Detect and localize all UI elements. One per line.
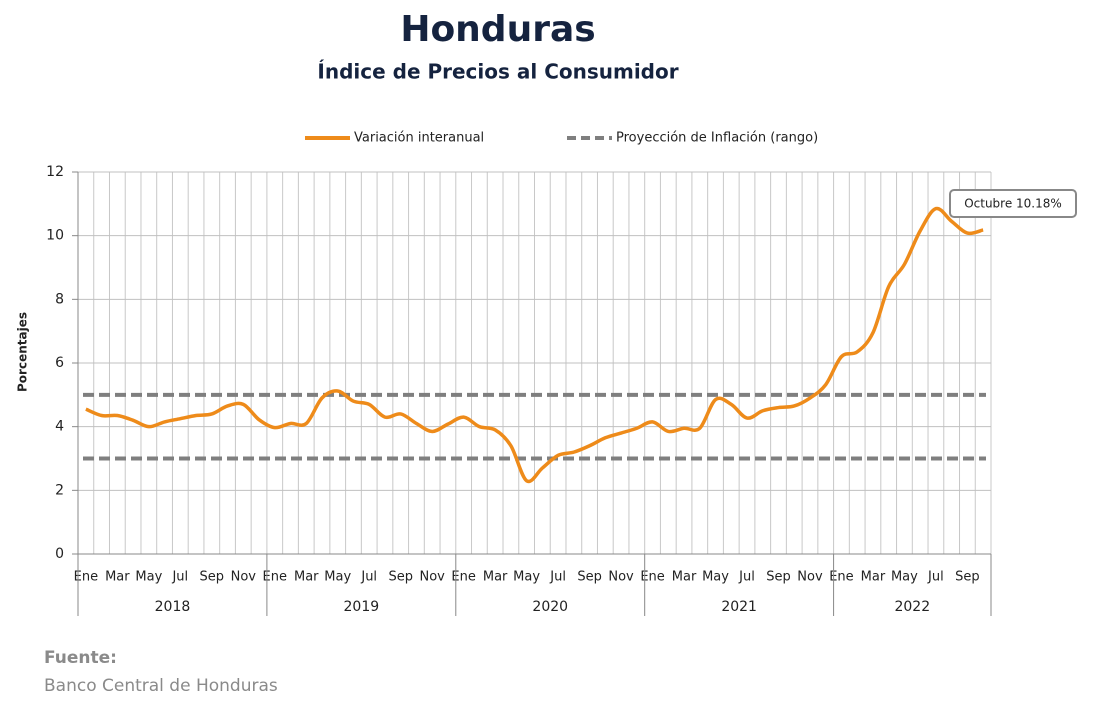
- line-series: [85, 206, 984, 484]
- chart-subtitle: Índice de Precios al Consumidor: [317, 60, 678, 84]
- x-tick-label: Jul: [360, 570, 377, 585]
- x-tick-label: Jul: [927, 570, 944, 585]
- year-label: 2021: [721, 599, 757, 615]
- annotation-box: [949, 189, 1077, 218]
- chart-title: Honduras: [400, 9, 595, 50]
- annotation: Octubre 10.18%: [964, 197, 1062, 211]
- year-label: 2020: [532, 599, 568, 615]
- x-tick-label: Sep: [577, 570, 602, 585]
- year-label: 2022: [894, 599, 930, 615]
- x-tick-label: Mar: [483, 570, 508, 585]
- x-tick-label: Mar: [105, 570, 130, 585]
- source-heading: Fuente:: [44, 648, 117, 668]
- x-tick-label: May: [891, 570, 918, 585]
- x-tick-label: Jul: [171, 570, 188, 585]
- x-tick-label: Nov: [419, 570, 445, 585]
- source: Banco Central de Honduras: [44, 676, 278, 696]
- x-tick-label: Mar: [294, 570, 319, 585]
- y-tick-label: 6: [55, 355, 64, 371]
- x-tick-label: Sep: [200, 570, 225, 585]
- y-tick-label: 12: [46, 164, 64, 180]
- x-tick-label: May: [135, 570, 162, 585]
- x-tick-label: Ene: [263, 570, 287, 585]
- y-axis-label: Porcentajes: [16, 312, 30, 392]
- x-tick-label: Jul: [549, 570, 566, 585]
- x-tick-label: Mar: [861, 570, 886, 585]
- x-tick-label: Sep: [388, 570, 413, 585]
- y-tick-label: 4: [55, 419, 64, 435]
- x-tick-label: Sep: [955, 570, 980, 585]
- x-tick-label: Jul: [738, 570, 755, 585]
- y-tick-label: 2: [55, 482, 64, 498]
- legend-label: Variación interanual: [354, 131, 484, 146]
- legend-label: Proyección de Inflación (rango): [616, 131, 818, 146]
- x-tick-label: Nov: [231, 570, 257, 585]
- y-tick-label: 10: [46, 228, 64, 244]
- y-tick-label: 8: [55, 291, 64, 307]
- year-label: 2018: [155, 599, 191, 615]
- x-tick-label: May: [702, 570, 729, 585]
- x-tick-label: Nov: [608, 570, 634, 585]
- x-tick-label: Sep: [766, 570, 791, 585]
- x-tick-label: Ene: [640, 570, 664, 585]
- x-tick-label: Mar: [672, 570, 697, 585]
- x-tick-label: Ene: [829, 570, 853, 585]
- x-tick-label: May: [324, 570, 351, 585]
- x-tick-label: Ene: [74, 570, 98, 585]
- x-tick-label: Ene: [451, 570, 475, 585]
- x-tick-label: Nov: [797, 570, 823, 585]
- y-tick-label: 0: [55, 546, 64, 562]
- year-label: 2019: [344, 599, 380, 615]
- x-tick-label: May: [513, 570, 540, 585]
